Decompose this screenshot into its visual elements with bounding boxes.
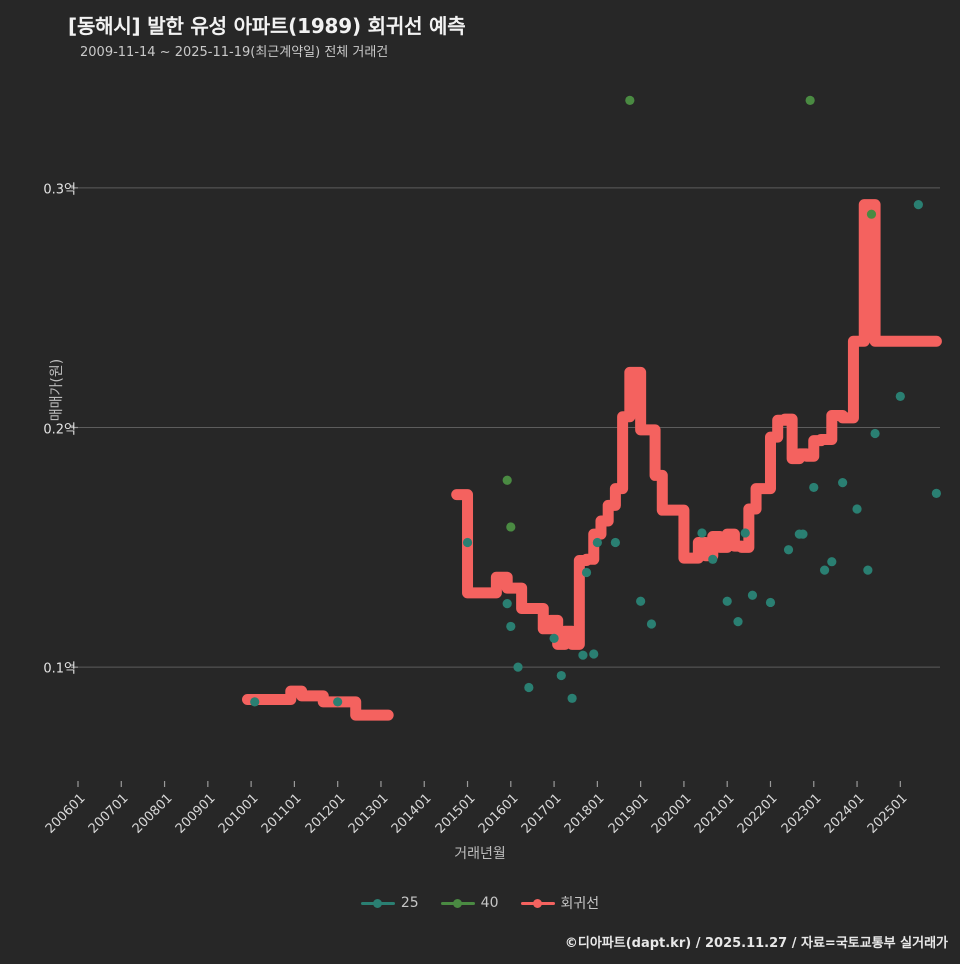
data-point-25 [838,478,848,488]
data-point-25 [610,537,620,548]
data-point-25 [819,565,830,575]
regression-line [451,199,942,650]
y-tick-label: 0.1억 [43,661,76,677]
data-point-25 [708,554,718,564]
x-axis-label: 거래년월 [454,846,506,862]
data-point-25 [549,633,559,643]
footer-credit: ©디아파트(dapt.kr) / 2025.11.27 / 자료=국토교통부 실… [564,936,948,951]
data-point-25 [333,697,343,707]
data-point-25 [592,537,602,548]
data-point-25 [895,391,905,401]
page-title: [동해시] 발한 유성 아파트(1989) 회귀선 예측 [68,14,466,38]
data-point-25 [740,528,750,538]
data-point-25 [798,529,808,539]
data-point-40 [506,522,516,532]
data-point-25 [524,682,534,693]
data-point-25 [646,619,657,629]
data-point-25 [863,565,873,575]
y-tick-label: 0.3억 [43,182,76,198]
regression-line [242,685,394,721]
data-point-25 [578,650,588,660]
data-point-25 [827,557,837,567]
data-point-25 [556,670,566,681]
data-point-25 [765,597,776,608]
legend-marker-icon [520,897,555,909]
data-point-25 [567,693,577,703]
legend-label: 25 [400,895,419,911]
legend-marker-icon [440,897,475,909]
data-point-25 [506,621,516,632]
data-point-40 [866,209,877,219]
legend-label: 40 [480,895,499,911]
data-point-25 [502,599,512,609]
legend-item-25[interactable]: 25 [360,895,419,911]
data-point-40 [502,475,512,485]
legend-item-회귀선[interactable]: 회귀선 [520,893,600,913]
legend-label: 회귀선 [560,896,600,912]
data-point-25 [636,596,646,606]
data-point-25 [783,545,794,555]
data-point-25 [852,504,862,514]
data-point-25 [722,596,732,606]
data-point-25 [913,200,923,210]
data-point-25 [809,482,819,493]
data-point-25 [697,528,707,538]
data-point-40 [805,95,815,105]
data-point-25 [581,567,592,578]
y-tick-label: 0.2억 [43,422,76,437]
data-point-25 [733,617,743,627]
data-point-25 [462,537,473,548]
legend-item-40[interactable]: 40 [440,895,499,911]
legend-marker-icon [360,897,395,909]
data-point-25 [931,488,941,499]
data-point-40 [625,95,635,105]
data-point-25 [870,428,880,439]
data-point-25 [747,590,758,600]
data-point-25 [513,662,523,672]
chart-legend: 25 40 회귀선 [0,893,960,913]
data-point-25 [589,649,599,659]
data-point-25 [250,697,260,707]
page-subtitle: 2009-11-14 ~ 2025-11-19(최근계약일) 전체 거래건 [80,45,389,60]
